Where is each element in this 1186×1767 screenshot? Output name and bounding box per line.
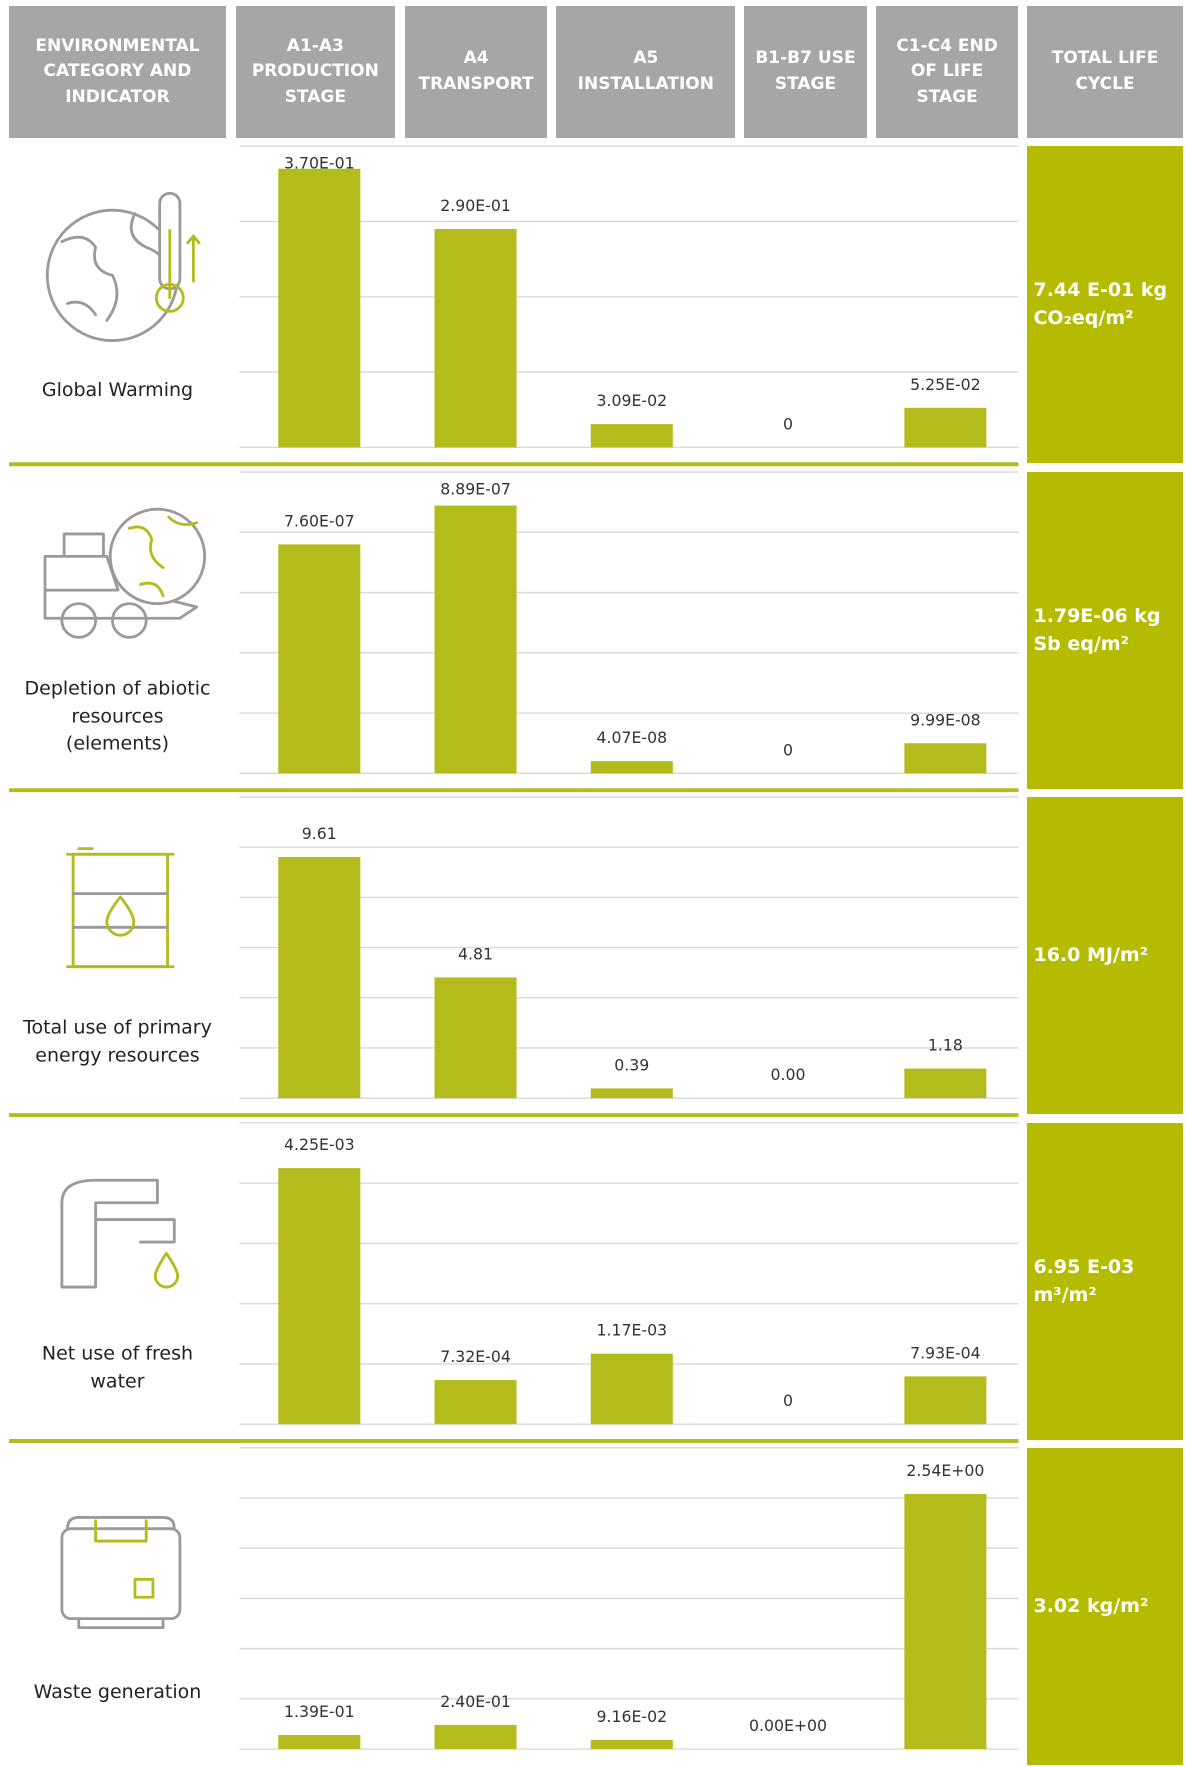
header-cell: A1-A3 PRODUCTION STAGE <box>236 5 395 139</box>
value-label: 4.81 <box>458 944 493 963</box>
bar <box>904 407 987 448</box>
bar <box>434 977 517 1099</box>
value-label: 7.93E-04 <box>910 1343 981 1362</box>
bar <box>434 1380 517 1425</box>
bar <box>434 505 517 774</box>
value-label: 4.07E-08 <box>596 728 667 747</box>
bar <box>904 1493 987 1750</box>
value-label: 8.89E-07 <box>440 480 511 499</box>
value-label: 7.60E-07 <box>284 511 355 530</box>
bar <box>590 1739 673 1750</box>
bar <box>278 1735 361 1750</box>
icon-global-warming <box>45 191 201 342</box>
bar <box>590 1088 673 1099</box>
value-label: 0 <box>783 740 793 759</box>
icon-energy <box>66 847 175 969</box>
bar <box>278 856 361 1099</box>
value-label: 5.25E-02 <box>910 375 981 394</box>
total-value: 16.0 MJ/m² <box>1027 797 1183 1115</box>
indicator-label: Net use of fresh water <box>41 1342 194 1393</box>
header-cell: A4 TRANSPORT <box>404 5 548 139</box>
bar <box>278 1168 361 1425</box>
header-cell: ENVIRONMENTAL CATEGORY AND INDICATOR <box>8 5 226 139</box>
bar <box>278 168 361 448</box>
value-label: 2.40E-01 <box>440 1692 511 1711</box>
value-label: 1.18 <box>928 1036 963 1055</box>
indicator-label: Global Warming <box>41 379 194 402</box>
value-label: 0 <box>783 414 793 433</box>
bar <box>590 761 673 774</box>
value-label: 0.00E+00 <box>749 1716 827 1735</box>
value-label: 7.32E-04 <box>440 1347 511 1366</box>
value-label: 9.99E-08 <box>910 710 981 729</box>
icon-waste <box>60 1516 182 1630</box>
header-cell: A5 INSTALLATION <box>556 5 736 139</box>
total-value: 1.79E-06 kg Sb eq/m² <box>1027 472 1183 790</box>
bar <box>904 1068 987 1099</box>
indicator-label: Total use of primary energy resources <box>23 1016 212 1067</box>
bar <box>434 228 517 448</box>
value-label: 0 <box>783 1391 793 1410</box>
value-label: 0.39 <box>614 1055 649 1074</box>
bar <box>904 1376 987 1425</box>
indicator-label: Depletion of abiotic resources (elements… <box>24 677 211 755</box>
total-value: 6.95 E-03 m³/m² <box>1027 1123 1183 1441</box>
value-label: 2.90E-01 <box>440 196 511 215</box>
total-value: 7.44 E-01 kg CO₂eq/m² <box>1027 146 1183 464</box>
value-label: 9.61 <box>302 824 337 843</box>
bar <box>278 544 361 774</box>
bar <box>904 743 987 774</box>
value-label: 1.17E-03 <box>596 1321 667 1340</box>
value-label: 1.39E-01 <box>284 1702 355 1721</box>
icon-abiotic <box>43 507 207 639</box>
value-label: 4.25E-03 <box>284 1135 355 1154</box>
indicator-label: Waste generation <box>33 1681 202 1704</box>
value-label: 9.16E-02 <box>596 1707 667 1726</box>
icon-water <box>60 1178 180 1289</box>
total-value: 3.02 kg/m² <box>1027 1447 1183 1765</box>
bar <box>590 1353 673 1425</box>
value-label: 3.70E-01 <box>284 154 355 173</box>
value-label: 0.00 <box>771 1065 806 1084</box>
value-label: 3.09E-02 <box>596 391 667 410</box>
bar <box>434 1724 517 1750</box>
header-cell: C1-C4 END OF LIFE STAGE <box>875 5 1019 139</box>
header-cell: TOTAL LIFE CYCLE <box>1027 5 1183 139</box>
value-label: 2.54E+00 <box>906 1461 984 1480</box>
header-cell: B1-B7 USE STAGE <box>744 5 867 139</box>
bar <box>590 424 673 448</box>
